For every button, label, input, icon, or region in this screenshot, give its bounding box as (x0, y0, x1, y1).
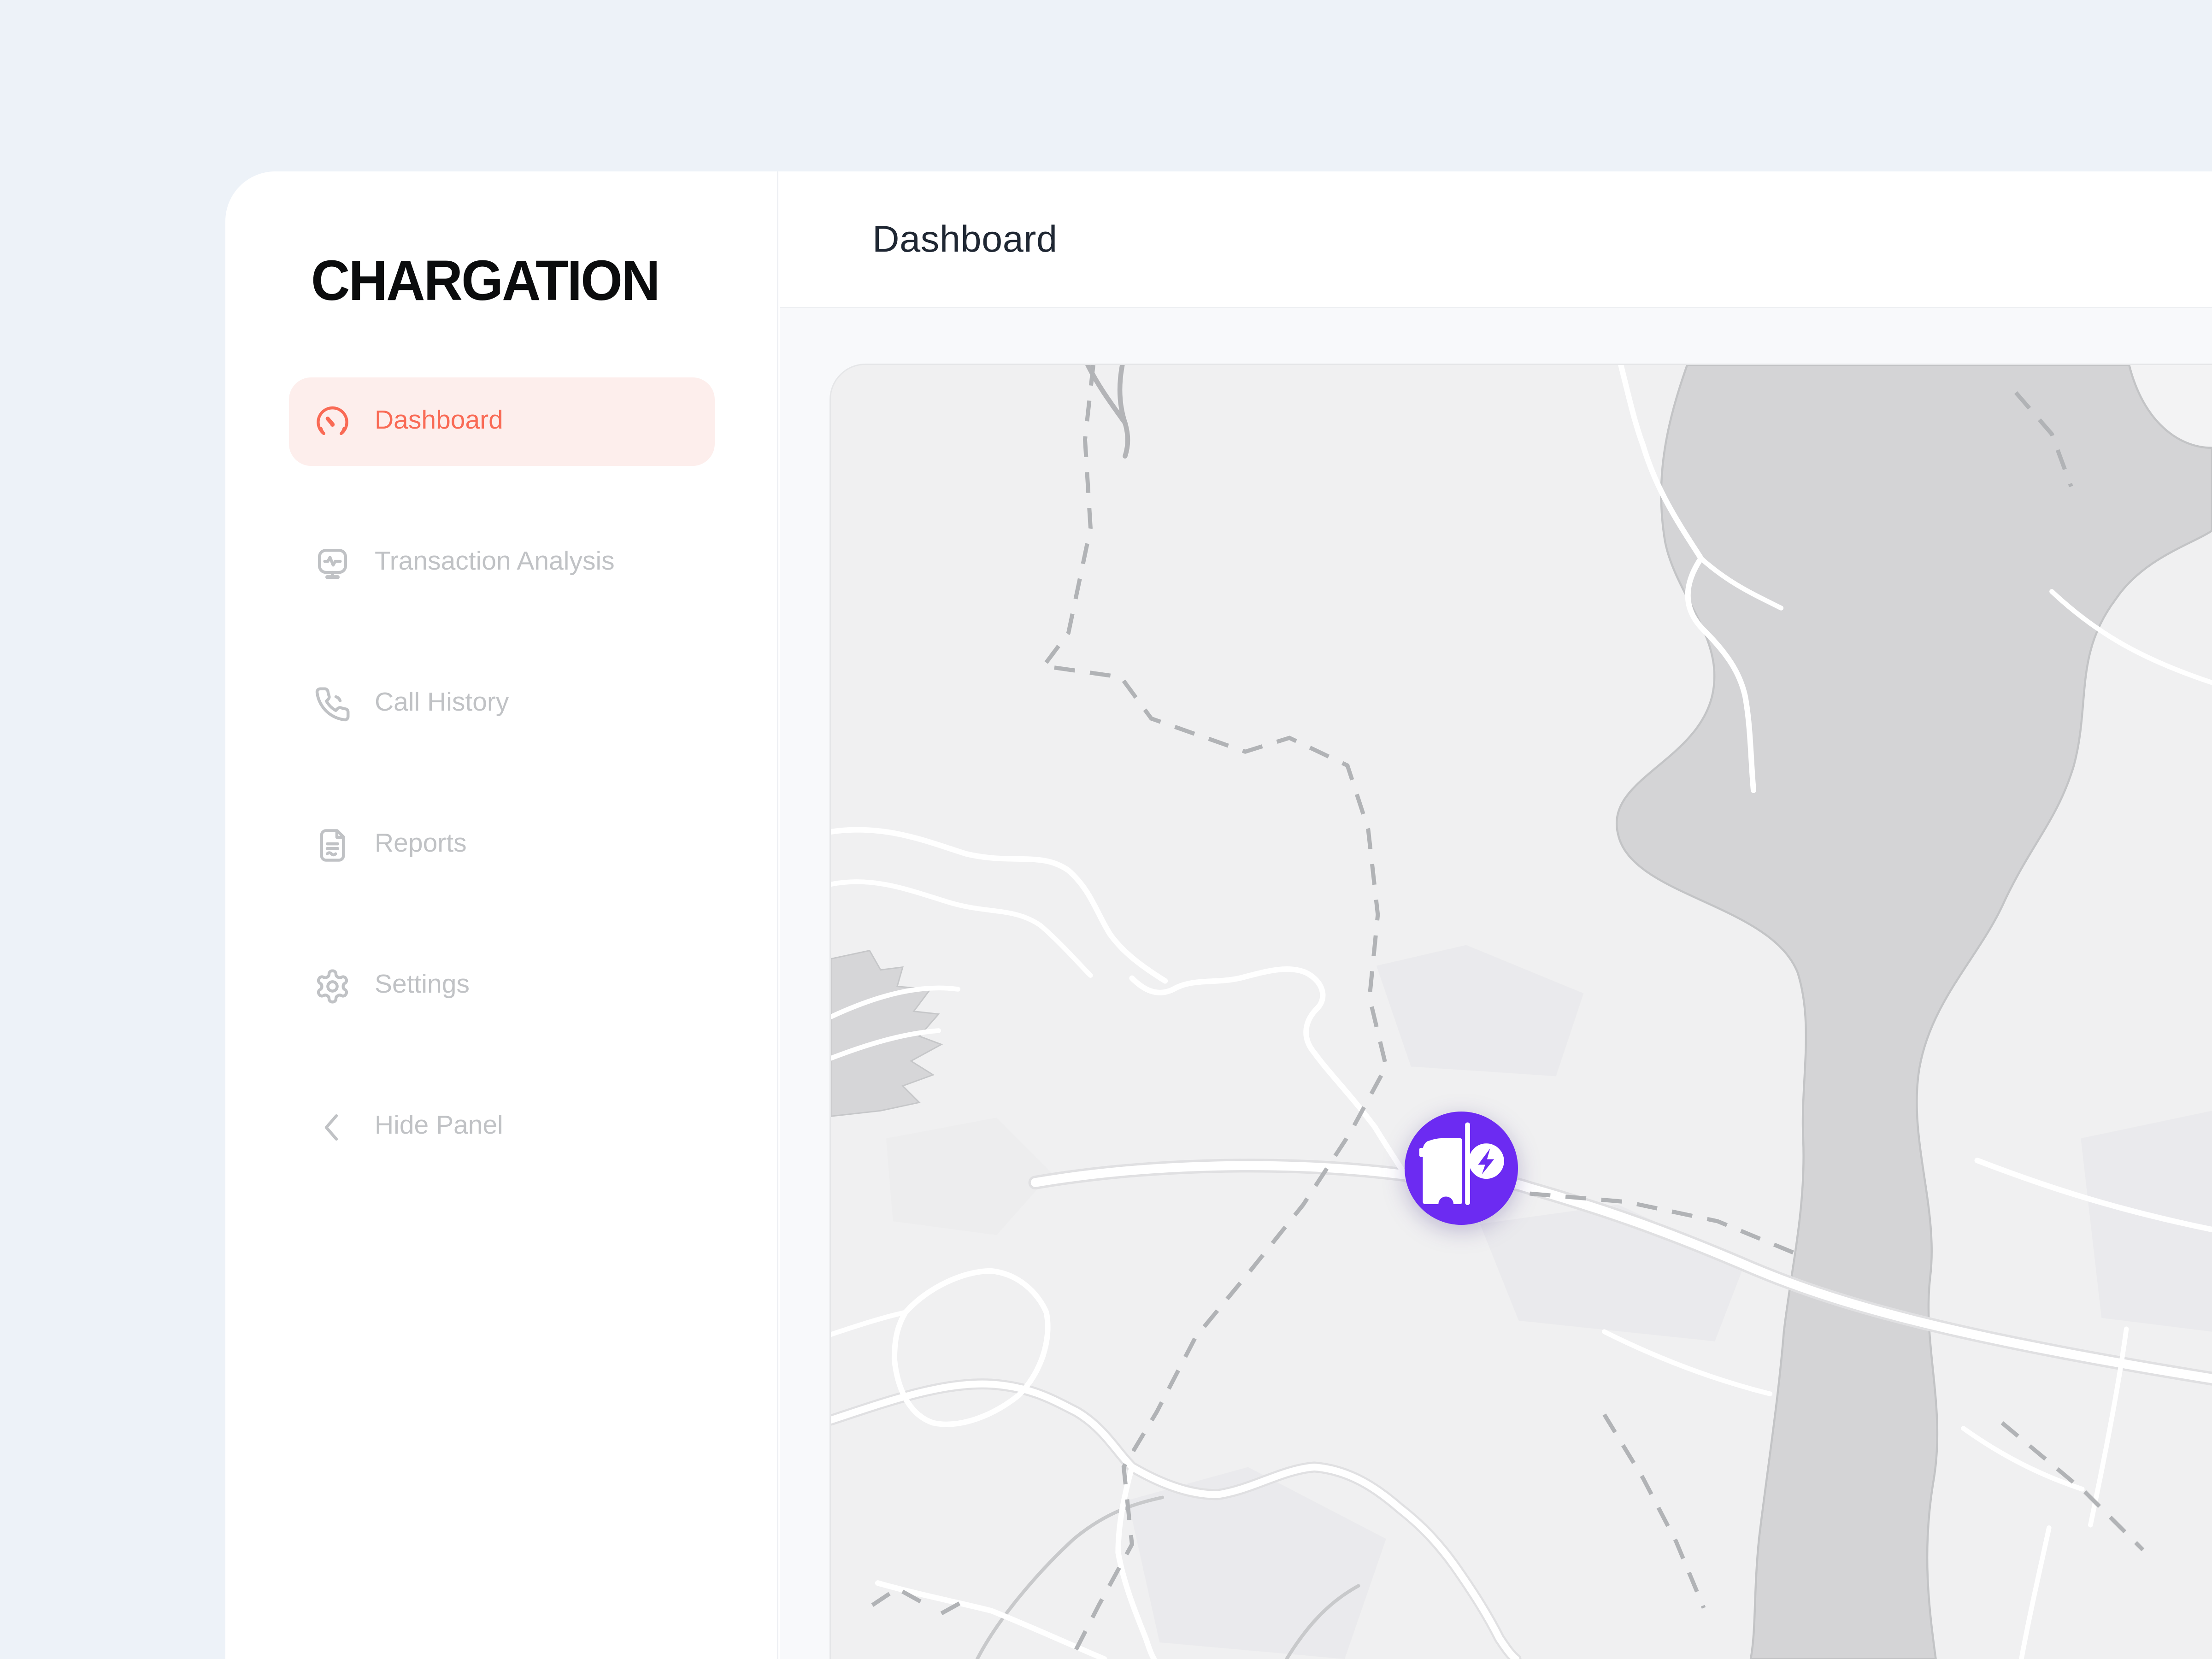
sidebar: CHARGATION Dashboard (225, 171, 778, 1659)
ev-charging-station-marker[interactable] (1405, 1112, 1518, 1225)
page-title: Dashboard (872, 218, 1058, 260)
lightning-bolt-icon (1478, 1148, 1494, 1175)
document-icon (314, 826, 351, 864)
map-river (1616, 365, 2212, 1659)
map-streams (975, 1495, 1360, 1659)
map-card (830, 364, 2212, 1659)
gear-icon (314, 967, 351, 1005)
sidebar-item-label: Transaction Analysis (375, 547, 615, 577)
sidebar-item-label: Call History (375, 688, 509, 718)
sidebar-nav: Dashboard Transaction Analysis (289, 377, 715, 1224)
sidebar-item-reports[interactable]: Reports (289, 800, 715, 889)
gauge-icon (314, 403, 351, 441)
hide-panel-label: Hide Panel (375, 1112, 503, 1141)
phone-icon (314, 685, 351, 723)
sidebar-hide-panel-button[interactable]: Hide Panel (289, 1082, 715, 1171)
sidebar-item-transaction-analysis[interactable]: Transaction Analysis (289, 518, 715, 607)
sidebar-item-label: Settings (375, 971, 470, 1000)
sidebar-item-call-history[interactable]: Call History (289, 659, 715, 748)
charging-post-icon (1465, 1122, 1470, 1205)
sidebar-item-settings[interactable]: Settings (289, 941, 715, 1030)
monitor-activity-icon (314, 544, 351, 582)
car-icon (1419, 1138, 1463, 1204)
sidebar-item-dashboard[interactable]: Dashboard (289, 377, 715, 466)
map-land-pocket (2126, 365, 2212, 448)
sidebar-item-label: Reports (375, 830, 467, 859)
sidebar-item-label: Dashboard (375, 406, 503, 435)
map-boundaries (871, 365, 2145, 1659)
map-roads (831, 365, 2212, 1659)
header-divider (780, 307, 2212, 308)
map-canvas[interactable] (831, 365, 2212, 1659)
app-logo: CHARGATION (311, 249, 660, 312)
chevron-left-icon (314, 1108, 351, 1146)
